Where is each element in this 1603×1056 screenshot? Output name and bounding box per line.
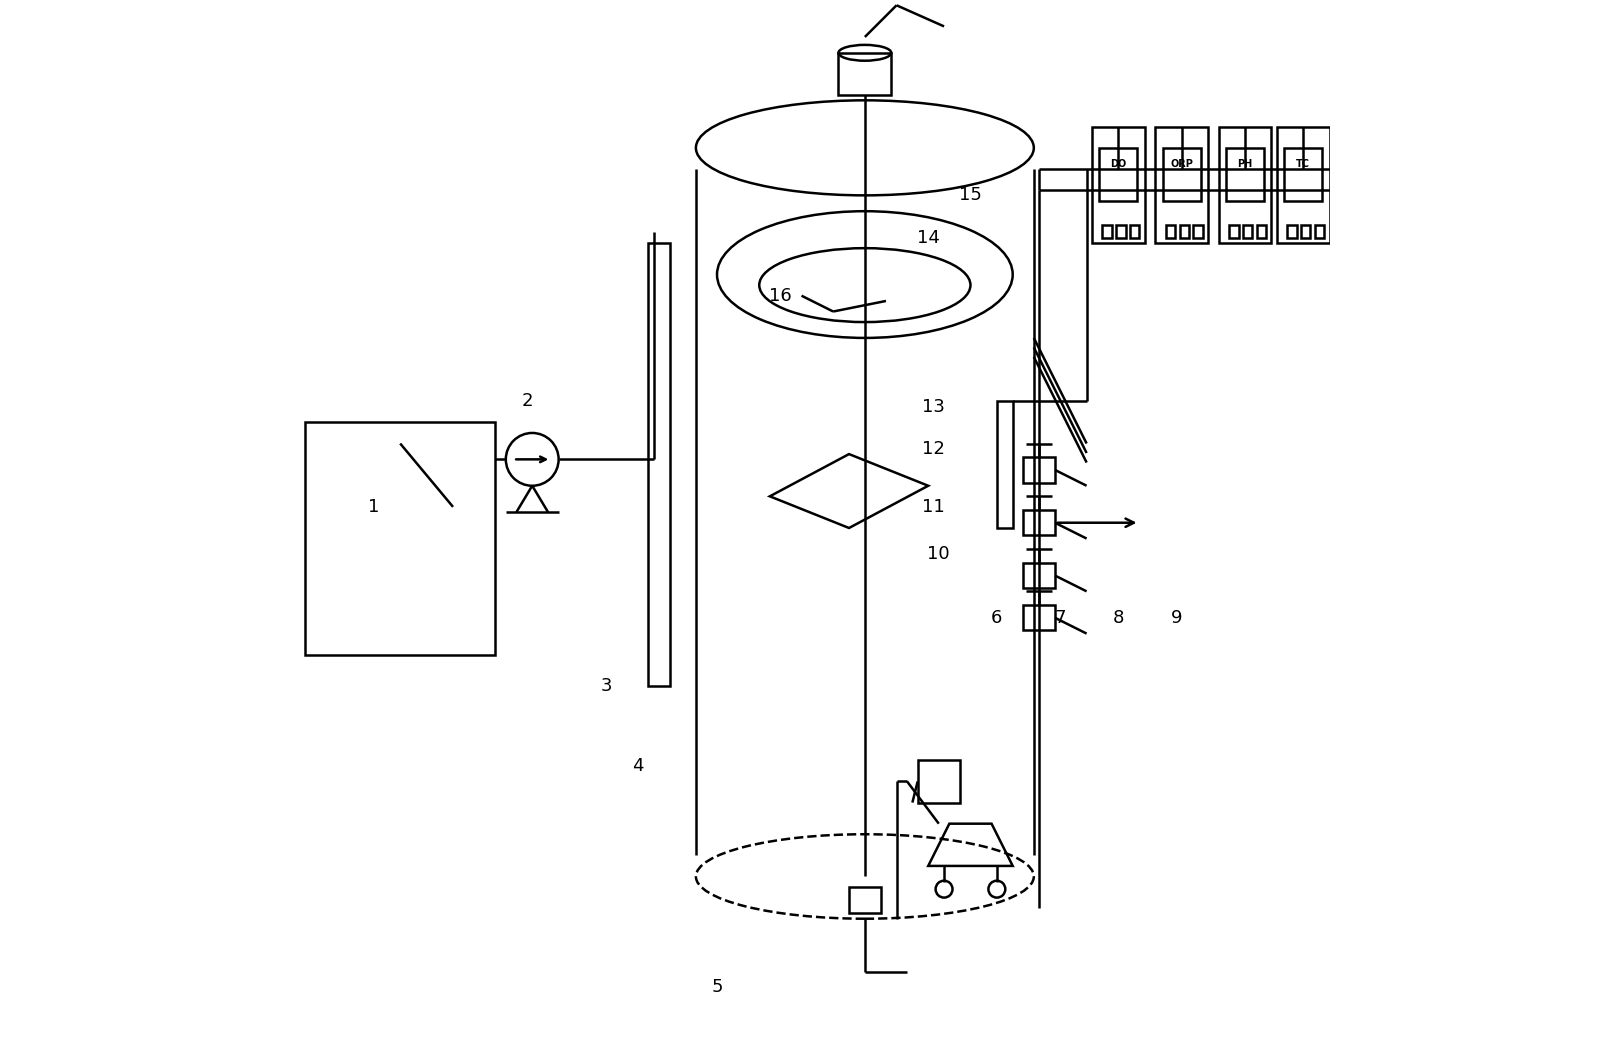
Text: 10: 10 bbox=[928, 545, 951, 564]
Bar bbox=[1284, 148, 1322, 201]
Bar bbox=[1023, 563, 1055, 588]
Bar bbox=[1302, 225, 1311, 238]
Bar bbox=[1180, 225, 1189, 238]
Text: 5: 5 bbox=[712, 978, 723, 997]
Bar bbox=[1193, 225, 1202, 238]
Bar bbox=[305, 422, 495, 655]
Text: 13: 13 bbox=[922, 397, 944, 416]
Bar bbox=[917, 760, 960, 803]
Text: PH: PH bbox=[1238, 158, 1252, 169]
Bar bbox=[1165, 225, 1175, 238]
Text: 14: 14 bbox=[917, 228, 939, 247]
Bar bbox=[997, 401, 1013, 528]
Text: 3: 3 bbox=[601, 677, 612, 696]
Text: 7: 7 bbox=[1055, 608, 1066, 627]
Bar bbox=[1023, 605, 1055, 630]
Bar bbox=[1276, 127, 1329, 243]
Bar bbox=[1230, 225, 1239, 238]
Bar bbox=[1103, 225, 1112, 238]
Bar bbox=[1092, 127, 1145, 243]
Text: 15: 15 bbox=[959, 186, 983, 205]
Text: 16: 16 bbox=[769, 286, 792, 305]
Bar bbox=[1314, 225, 1324, 238]
Bar bbox=[850, 887, 880, 913]
Bar bbox=[1226, 148, 1265, 201]
Bar bbox=[1257, 225, 1266, 238]
Text: 4: 4 bbox=[632, 756, 643, 775]
Bar bbox=[838, 53, 891, 95]
Bar bbox=[1023, 457, 1055, 483]
Text: TC: TC bbox=[1297, 158, 1310, 169]
Text: 8: 8 bbox=[1112, 608, 1124, 627]
Bar bbox=[1162, 148, 1201, 201]
Bar bbox=[648, 243, 670, 686]
Bar bbox=[1218, 127, 1271, 243]
Bar bbox=[1023, 510, 1055, 535]
Bar bbox=[1287, 225, 1297, 238]
Bar bbox=[1116, 225, 1125, 238]
Text: 2: 2 bbox=[521, 392, 532, 411]
Text: 1: 1 bbox=[369, 497, 380, 516]
Bar bbox=[1130, 225, 1140, 238]
Text: 6: 6 bbox=[991, 608, 1002, 627]
Text: 12: 12 bbox=[922, 439, 944, 458]
Bar bbox=[1156, 127, 1209, 243]
Text: 11: 11 bbox=[922, 497, 944, 516]
Bar bbox=[1100, 148, 1137, 201]
Bar bbox=[1242, 225, 1252, 238]
Text: DO: DO bbox=[1111, 158, 1127, 169]
Text: ORP: ORP bbox=[1170, 158, 1193, 169]
Text: 9: 9 bbox=[1170, 608, 1181, 627]
